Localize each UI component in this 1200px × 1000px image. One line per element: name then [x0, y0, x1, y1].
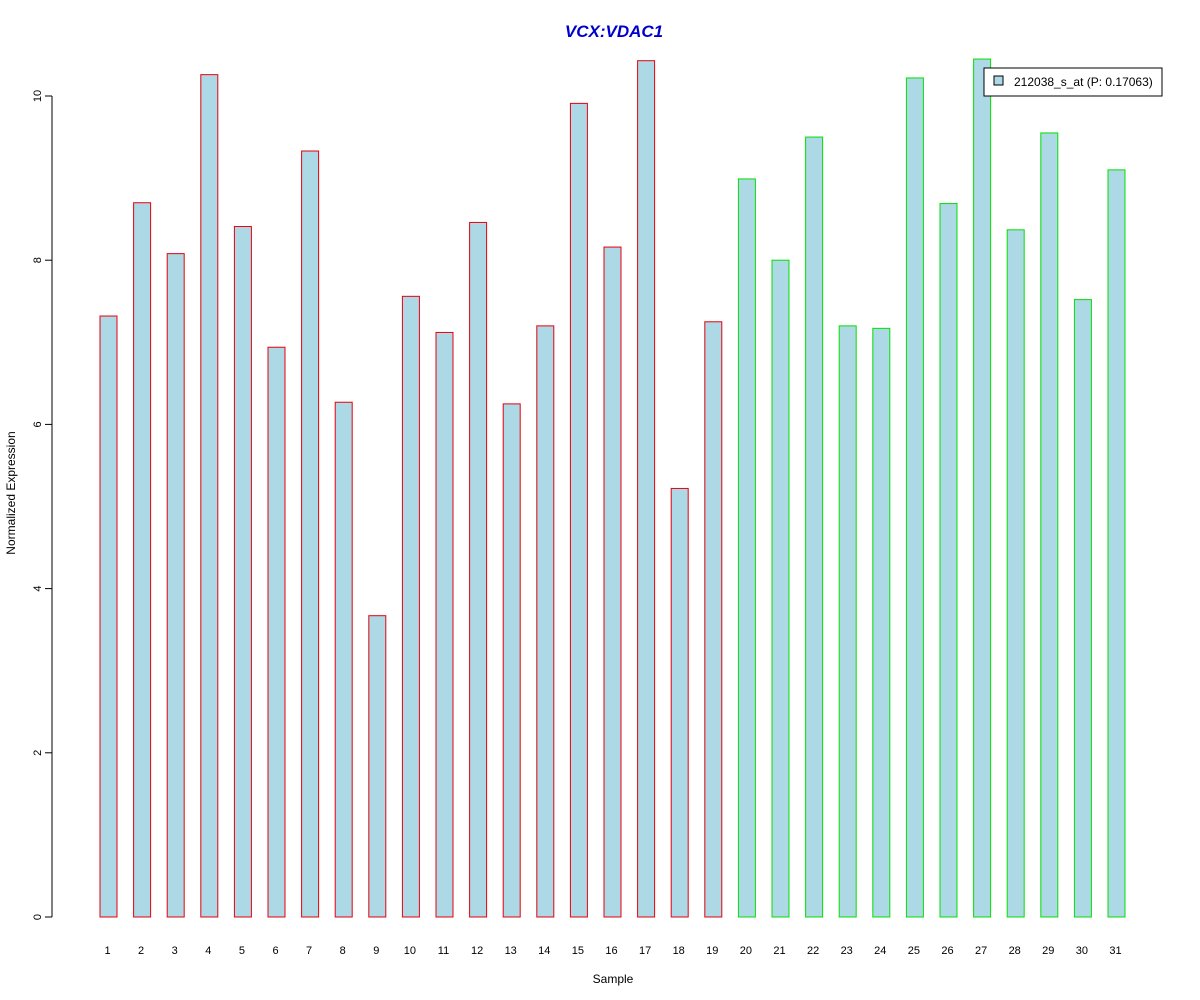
legend-swatch — [993, 75, 1004, 86]
bar-sample-9 — [368, 615, 387, 918]
x-tick-label: 3 — [172, 945, 178, 957]
x-tick-label: 12 — [471, 945, 483, 957]
bar-sample-13 — [502, 403, 521, 918]
y-axis-title: Normalized Expression — [4, 431, 18, 554]
bar-sample-7 — [301, 150, 320, 918]
x-tick-label: 24 — [874, 945, 886, 957]
bar-sample-3 — [166, 253, 185, 918]
x-tick-labels: 1 2 3 4 5 6 7 8 9 10 11 12 13 14 15 16 17 18 19 20 21 22 23 24 2… — [104, 945, 1121, 957]
x-tick-label: 20 — [740, 945, 752, 957]
x-tick-label: 15 — [572, 945, 584, 957]
bar-sample-10 — [401, 295, 420, 918]
bar-sample-23 — [838, 325, 857, 918]
bar-sample-15 — [569, 102, 588, 918]
bar-sample-11 — [435, 331, 454, 918]
x-tick-label: 7 — [306, 945, 312, 957]
bar-sample-27 — [973, 58, 992, 918]
bar-sample-22 — [805, 136, 824, 918]
bar-sample-14 — [536, 325, 555, 918]
x-tick-label: 11 — [438, 945, 449, 957]
x-tick-label: 27 — [975, 945, 987, 957]
bar-sample-12 — [469, 221, 488, 918]
bar-sample-21 — [771, 259, 790, 918]
x-tick-label: 4 — [205, 945, 211, 957]
y-tick-label: 2 — [32, 750, 44, 756]
y-axis: 0 2 4 6 8 10 — [32, 90, 53, 920]
x-tick-label: 2 — [138, 945, 144, 957]
bar-sample-6 — [267, 346, 286, 918]
x-tick-label: 18 — [673, 945, 685, 957]
bar-sample-2 — [133, 202, 152, 918]
bar-sample-28 — [1006, 229, 1025, 918]
x-tick-label: 16 — [605, 945, 617, 957]
bar-sample-25 — [905, 77, 924, 918]
bar-sample-18 — [670, 487, 689, 918]
bar-sample-30 — [1073, 299, 1092, 918]
legend-label: 212038_s_at (P: 0.17063) — [1014, 75, 1153, 89]
bars — [99, 58, 1126, 918]
legend-box — [983, 67, 1163, 97]
bar-sample-24 — [872, 327, 891, 918]
bar-sample-31 — [1107, 169, 1126, 918]
bar-sample-8 — [334, 401, 353, 918]
x-tick-label: 29 — [1042, 945, 1054, 957]
x-tick-label: 17 — [639, 945, 651, 957]
bar-sample-4 — [200, 74, 219, 918]
x-tick-label: 19 — [706, 945, 718, 957]
x-tick-label: 6 — [272, 945, 278, 957]
y-tick-label: 4 — [32, 586, 44, 592]
x-tick-label: 31 — [1109, 945, 1121, 957]
x-tick-label: 28 — [1009, 945, 1021, 957]
bar-sample-26 — [939, 203, 958, 918]
chart-title: VCX:VDAC1 — [565, 22, 663, 41]
y-tick-label: 10 — [32, 90, 44, 102]
x-tick-label: 22 — [807, 945, 819, 957]
bar-sample-5 — [233, 226, 252, 918]
x-tick-label: 9 — [373, 945, 379, 957]
x-tick-label: 25 — [908, 945, 920, 957]
y-tick-label: 6 — [32, 421, 44, 427]
x-tick-label: 30 — [1076, 945, 1088, 957]
x-tick-label: 26 — [941, 945, 953, 957]
x-tick-label: 21 — [773, 945, 785, 957]
x-tick-label: 13 — [505, 945, 517, 957]
bar-sample-20 — [737, 178, 756, 918]
bar-sample-17 — [637, 60, 656, 918]
bar-sample-16 — [603, 246, 622, 918]
bar-sample-29 — [1040, 132, 1059, 918]
x-tick-label: 10 — [404, 945, 416, 957]
y-tick-label: 0 — [32, 914, 44, 920]
y-tick-label: 8 — [32, 257, 44, 263]
x-tick-label: 1 — [104, 945, 110, 957]
x-tick-label: 14 — [538, 945, 550, 957]
legend: 212038_s_at (P: 0.17063) — [983, 67, 1163, 97]
x-tick-label: 5 — [239, 945, 245, 957]
x-tick-label: 23 — [841, 945, 853, 957]
x-axis-title: Sample — [593, 972, 634, 986]
bar-sample-19 — [704, 321, 723, 918]
x-tick-label: 8 — [340, 945, 346, 957]
bar-sample-1 — [99, 315, 118, 918]
